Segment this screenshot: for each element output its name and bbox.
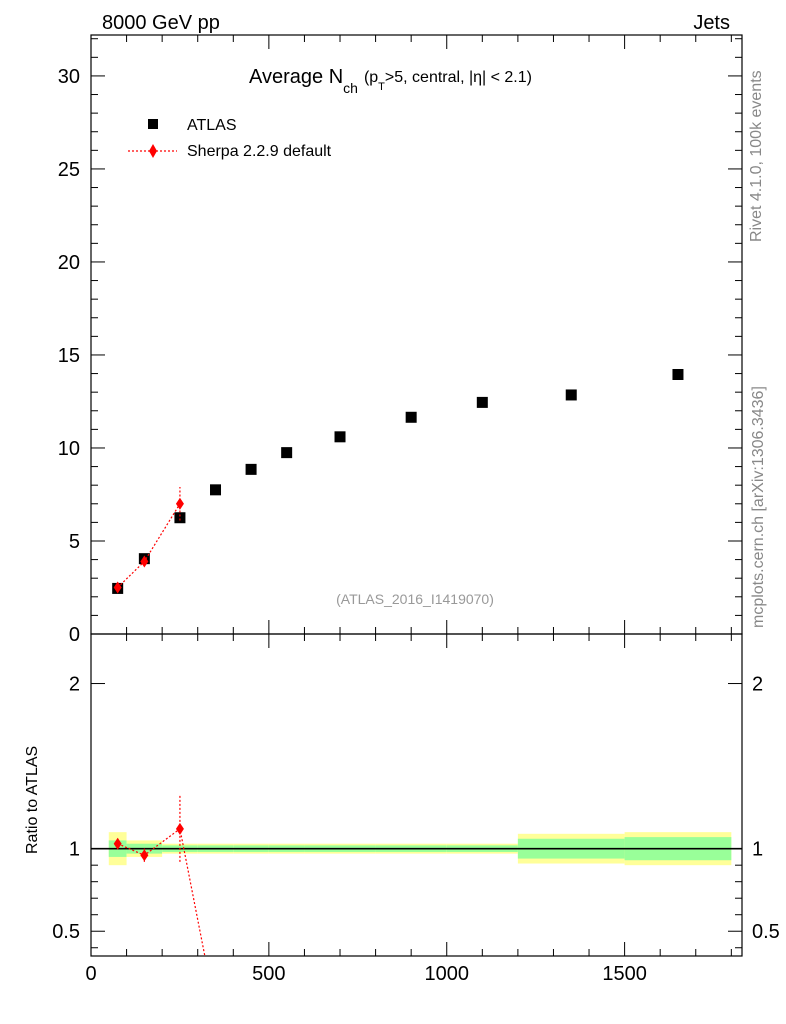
plot-title: Average Nch (pT>5, central, |η| < 2.1) bbox=[249, 66, 532, 96]
y-tick-label: 25 bbox=[58, 159, 80, 181]
atlas-point bbox=[281, 447, 293, 459]
ratio-bands bbox=[91, 832, 742, 866]
atlas-point bbox=[334, 431, 346, 443]
y-tick-label: 20 bbox=[58, 252, 80, 274]
atlas-point bbox=[565, 389, 577, 401]
x-tick-label: 500 bbox=[252, 963, 285, 985]
sherpa-ratio-point bbox=[113, 837, 122, 850]
atlas-point bbox=[476, 396, 488, 408]
y-tick-label: 0 bbox=[69, 624, 80, 646]
mcplots-label: mcplots.cern.ch [arXiv:1306.3436] bbox=[750, 386, 767, 628]
main-panel: 0 5 10 15 20 25 30 Average Nch (pT>5, central, … bbox=[58, 34, 743, 646]
main-marks bbox=[112, 368, 684, 594]
ratio-ylabel: Ratio to ATLAS bbox=[24, 746, 41, 854]
legend-atlas-marker bbox=[148, 119, 158, 129]
y-tick-label: 5 bbox=[69, 531, 80, 553]
ratio-y-tick-label: 0.5 bbox=[52, 921, 80, 943]
x-tick-label: 1500 bbox=[602, 963, 647, 985]
sherpa-point bbox=[175, 497, 184, 510]
atlas-point bbox=[174, 512, 186, 524]
ratio-marks bbox=[113, 795, 206, 957]
title-paren: (p bbox=[364, 69, 378, 86]
sherpa-ratio-point bbox=[140, 849, 149, 862]
y-tick-label: 15 bbox=[58, 345, 80, 367]
header-left: 8000 GeV pp bbox=[102, 12, 220, 34]
ratio-ticks: 0.5 0.5 1 1 2 2 bbox=[52, 674, 780, 949]
x-tick-label: 0 bbox=[85, 963, 96, 985]
title-sub-t: T bbox=[378, 81, 385, 93]
ratio-y-tick-label-right: 0.5 bbox=[752, 921, 780, 943]
ratio-y-tick-label: 2 bbox=[69, 674, 80, 696]
y-tick-label: 30 bbox=[58, 66, 80, 88]
sherpa-point bbox=[140, 555, 149, 568]
sherpa-ratio-point bbox=[175, 822, 184, 835]
sherpa-line bbox=[117, 503, 181, 588]
rivet-label: Rivet 4.1.0, 100k events bbox=[748, 70, 765, 242]
main-ticks: 0 5 10 15 20 25 30 bbox=[58, 38, 742, 646]
atlas-point bbox=[210, 484, 222, 496]
legend-atlas-label: ATLAS bbox=[187, 117, 237, 134]
ratio-panel: 0.5 0.5 1 1 2 2 Ratio to ATLAS bbox=[24, 633, 780, 957]
legend: ATLAS Sherpa 2.2.9 default bbox=[128, 117, 332, 160]
atlas-point bbox=[245, 463, 257, 475]
title-main: Average N bbox=[249, 66, 343, 88]
ratio-y-tick-label-right: 2 bbox=[752, 674, 763, 696]
ratio-frame bbox=[90, 633, 743, 957]
legend-sherpa-marker bbox=[149, 144, 157, 158]
atlas-point bbox=[672, 368, 684, 380]
x-axis: 0 500 1000 1500 bbox=[85, 35, 732, 985]
y-tick-label: 10 bbox=[58, 438, 80, 460]
x-tick-label: 1000 bbox=[424, 963, 469, 985]
legend-sherpa-label: Sherpa 2.2.9 default bbox=[187, 143, 332, 160]
title-sub-ch: ch bbox=[343, 80, 358, 96]
sherpa-point bbox=[113, 581, 122, 594]
header-right: Jets bbox=[693, 12, 730, 34]
ratio-y-tick-label-right: 1 bbox=[752, 839, 763, 861]
atlas-point bbox=[405, 411, 417, 423]
analysis-id: (ATLAS_2016_I1419070) bbox=[336, 591, 494, 607]
ratio-y-tick-label: 1 bbox=[69, 839, 80, 861]
title-rest: >5, central, |η| < 2.1) bbox=[385, 69, 532, 86]
